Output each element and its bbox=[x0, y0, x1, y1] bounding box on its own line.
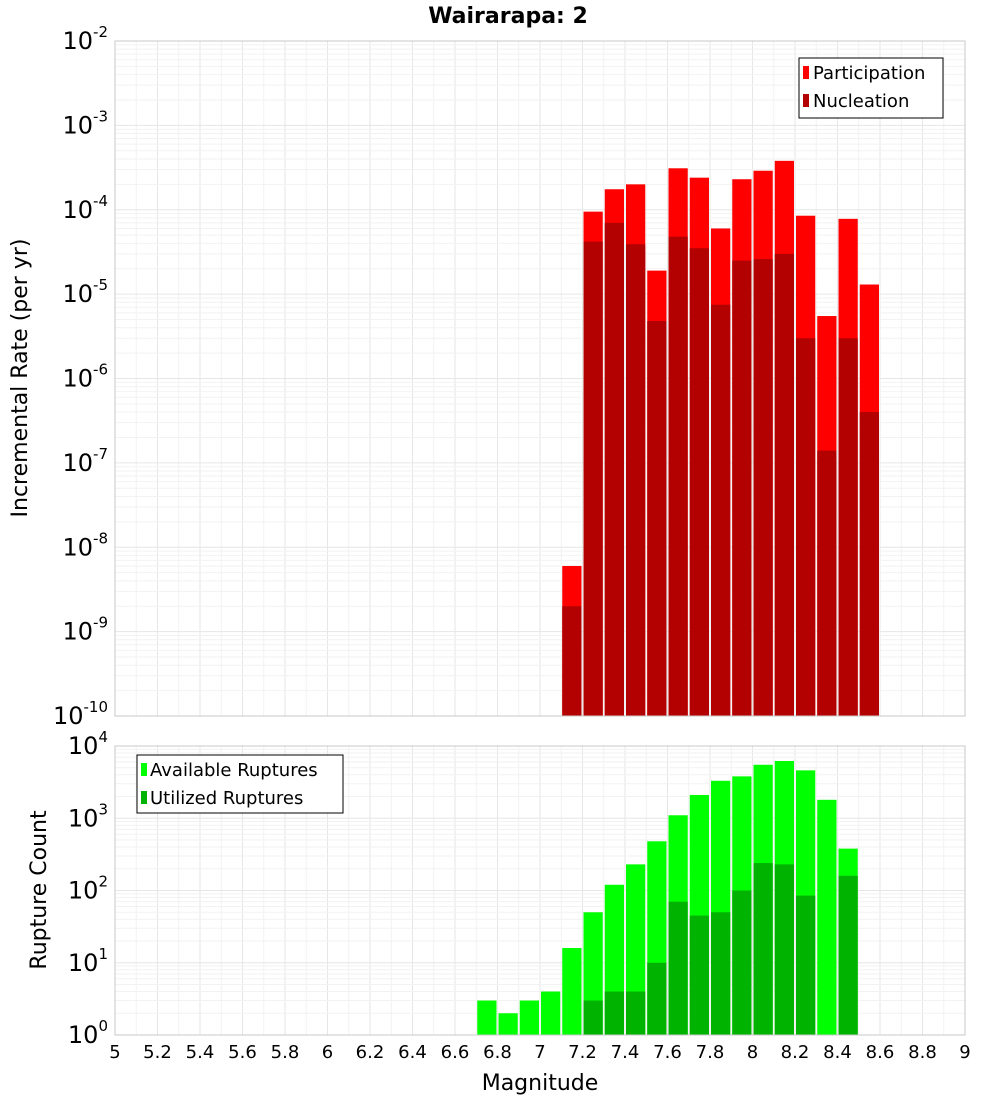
x-tick-label: 9 bbox=[959, 1042, 970, 1063]
bar-nucleation bbox=[583, 241, 603, 717]
bar-nucleation bbox=[647, 321, 667, 716]
x-tick-label: 8.2 bbox=[781, 1042, 810, 1063]
bottom-bars bbox=[477, 760, 858, 1035]
legend-swatch-nucleation bbox=[803, 94, 809, 107]
bar-utilized-ruptures bbox=[796, 895, 816, 1035]
x-tick-label: 6.8 bbox=[483, 1042, 512, 1063]
bar-available-ruptures bbox=[519, 1000, 539, 1035]
x-tick-label: 7 bbox=[534, 1042, 545, 1063]
bar-utilized-ruptures bbox=[626, 991, 646, 1035]
top-y-axis-label: Incremental Rate (per yr) bbox=[8, 239, 33, 518]
bar-nucleation bbox=[796, 338, 816, 716]
top-bars bbox=[562, 160, 879, 717]
x-tick-label: 8.6 bbox=[866, 1042, 895, 1063]
bottom-y-tick-labels: 100 101 102 103 104 bbox=[68, 728, 108, 1049]
top-panel: 10-10 10-9 10-8 10-7 10-6 10-5 10-4 10-3 10-2 In… bbox=[8, 23, 966, 730]
x-tick-label: 6.6 bbox=[441, 1042, 470, 1063]
y-tick-label: 101 bbox=[68, 945, 108, 977]
top-y-tick-labels: 10-10 10-9 10-8 10-7 10-6 10-5 10-4 10-3 10-2 bbox=[53, 23, 108, 730]
x-tick-label: 8.4 bbox=[823, 1042, 852, 1063]
x-tick-label: 7.8 bbox=[696, 1042, 725, 1063]
bar-utilized-ruptures bbox=[668, 901, 688, 1035]
y-tick-label: 10-9 bbox=[62, 614, 108, 646]
bar-utilized-ruptures bbox=[732, 890, 752, 1035]
bar-utilized-ruptures bbox=[604, 991, 624, 1035]
bar-nucleation bbox=[562, 606, 582, 716]
bottom-legend: Available Ruptures Utilized Ruptures bbox=[136, 754, 344, 814]
bar-nucleation bbox=[817, 450, 837, 716]
x-tick-label: 6.2 bbox=[356, 1042, 385, 1063]
bar-available-ruptures bbox=[562, 948, 582, 1035]
y-tick-label: 10-2 bbox=[62, 23, 108, 55]
top-grid bbox=[114, 41, 966, 717]
legend-swatch-utilized-ruptures bbox=[141, 791, 147, 804]
x-tick-label: 7.2 bbox=[568, 1042, 597, 1063]
y-tick-label: 104 bbox=[68, 728, 108, 760]
bar-nucleation bbox=[774, 253, 794, 716]
y-tick-label: 10-5 bbox=[62, 276, 108, 308]
bar-utilized-ruptures bbox=[647, 962, 667, 1035]
bottom-panel: 100 101 102 103 104 5 5.2 5.4 5.6 5.8 6 6.2 6.4 6.6 6… bbox=[27, 728, 971, 1096]
legend-label-nucleation: Nucleation bbox=[813, 91, 909, 112]
x-tick-label: 5.8 bbox=[271, 1042, 300, 1063]
x-tick-label: 8 bbox=[747, 1042, 758, 1063]
bar-available-ruptures bbox=[817, 799, 837, 1035]
bottom-plot-frame bbox=[114, 745, 966, 1036]
bar-nucleation bbox=[711, 304, 731, 716]
x-tick-label: 5.4 bbox=[186, 1042, 215, 1063]
bar-utilized-ruptures bbox=[753, 863, 773, 1035]
bar-utilized-ruptures bbox=[838, 875, 858, 1035]
top-plot-frame bbox=[114, 40, 966, 717]
x-axis-label: Magnitude bbox=[482, 1071, 599, 1096]
legend-swatch-available-ruptures bbox=[141, 763, 147, 776]
bar-utilized-ruptures bbox=[583, 1000, 603, 1035]
legend-label-available-ruptures: Available Ruptures bbox=[150, 760, 318, 781]
x-tick-label: 7.6 bbox=[653, 1042, 682, 1063]
chart-title: Wairarapa: 2 bbox=[428, 4, 588, 29]
bar-nucleation bbox=[859, 412, 879, 716]
bar-utilized-ruptures bbox=[689, 915, 709, 1035]
x-tick-label: 5.6 bbox=[228, 1042, 257, 1063]
y-tick-label: 10-7 bbox=[62, 445, 108, 477]
y-tick-label: 10-6 bbox=[62, 361, 108, 393]
x-tick-labels: 5 5.2 5.4 5.6 5.8 6 6.2 6.4 6.6 6.8 7 7.2 7.4 7.6 7.8 8… bbox=[109, 1042, 970, 1063]
x-tick-label: 5.2 bbox=[143, 1042, 172, 1063]
y-tick-label: 10-10 bbox=[53, 698, 108, 730]
bar-available-ruptures bbox=[477, 1000, 497, 1035]
x-tick-label: 6.4 bbox=[398, 1042, 427, 1063]
bar-nucleation bbox=[753, 259, 773, 716]
bar-nucleation bbox=[604, 222, 624, 716]
x-tick-label: 7.4 bbox=[611, 1042, 640, 1063]
top-legend-box bbox=[798, 57, 944, 119]
y-tick-label: 102 bbox=[68, 873, 108, 905]
bar-nucleation bbox=[668, 236, 688, 716]
y-tick-label: 10-4 bbox=[62, 192, 108, 224]
y-tick-label: 10-8 bbox=[62, 529, 108, 561]
bottom-legend-box bbox=[136, 754, 344, 814]
y-tick-label: 10-3 bbox=[62, 107, 108, 139]
bar-available-ruptures bbox=[498, 1013, 518, 1035]
legend-label-participation: Participation bbox=[813, 63, 925, 84]
bar-nucleation bbox=[626, 244, 646, 717]
x-tick-label: 5 bbox=[109, 1042, 120, 1063]
legend-label-utilized-ruptures: Utilized Ruptures bbox=[150, 788, 303, 809]
x-tick-label: 8.8 bbox=[908, 1042, 937, 1063]
bar-utilized-ruptures bbox=[774, 864, 794, 1035]
y-tick-label: 100 bbox=[68, 1017, 108, 1049]
bar-nucleation bbox=[838, 338, 858, 716]
bar-nucleation bbox=[689, 248, 709, 717]
bar-utilized-ruptures bbox=[711, 912, 731, 1035]
y-tick-label: 103 bbox=[68, 800, 108, 832]
x-tick-label: 6 bbox=[322, 1042, 333, 1063]
bar-nucleation bbox=[732, 260, 752, 716]
bottom-y-axis-label: Rupture Count bbox=[27, 810, 52, 970]
bar-available-ruptures bbox=[541, 991, 561, 1035]
legend-swatch-participation bbox=[803, 66, 809, 79]
top-legend: Participation Nucleation bbox=[798, 57, 944, 119]
